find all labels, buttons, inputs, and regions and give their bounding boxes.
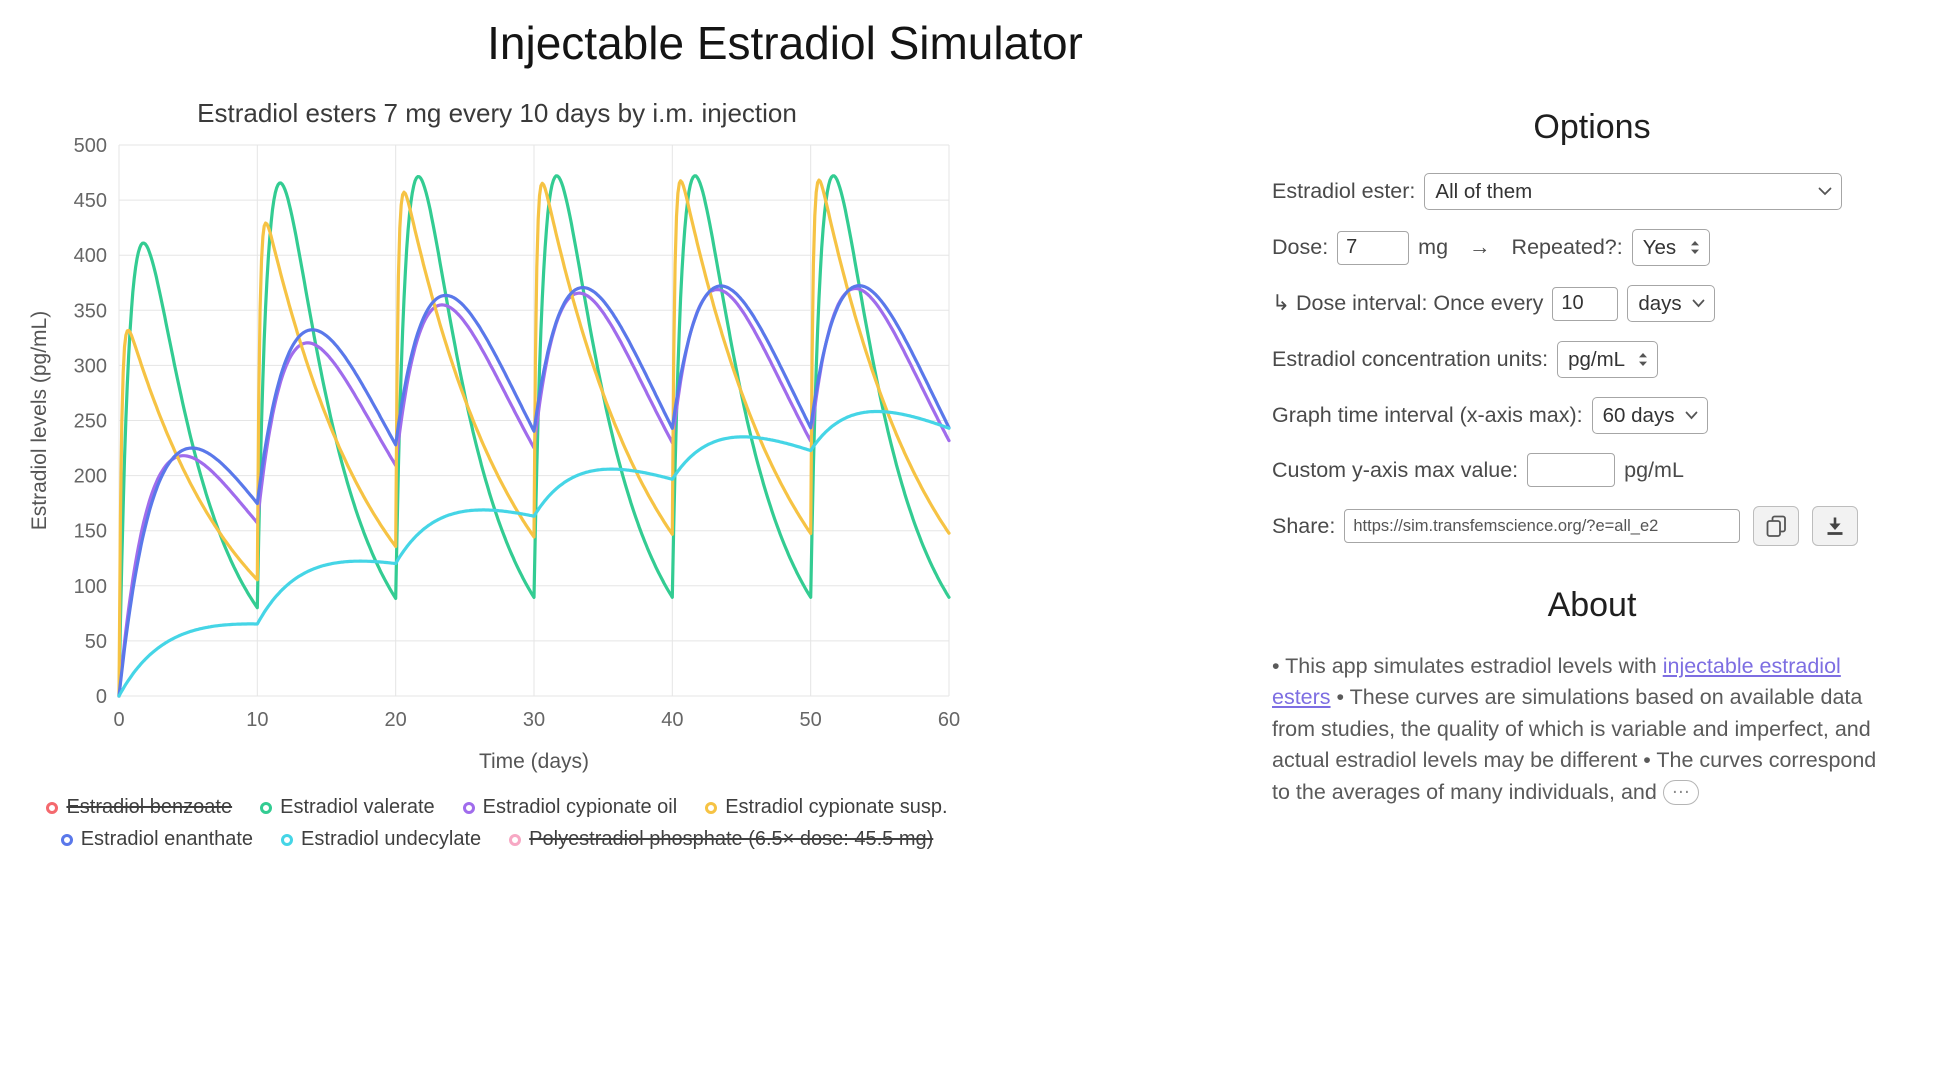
repeated-select[interactable]: Yes [1632, 230, 1709, 265]
curve-estradiol-undecylate [117, 409, 951, 698]
about-text: • This app simulates estradiol levels wi… [1272, 651, 1892, 808]
dose-interval-label: ↳ Dose interval: Once every [1272, 291, 1544, 315]
legend-row: Estradiol benzoate Estradiol valerate Estr… [22, 796, 972, 819]
chart-section: Estradiol esters 7 mg every 10 days by i… [22, 74, 1042, 860]
interval-unit-select-wrap: days [1627, 285, 1716, 322]
dose-row: Dose: mg → Repeated?: Yes [1272, 229, 1912, 266]
legend-label: Estradiol enanthate [80, 828, 254, 850]
y-tick-label: 350 [74, 300, 107, 322]
share-url-input[interactable] [1344, 509, 1741, 543]
y-tick-label: 400 [74, 245, 107, 267]
dose-interval-input[interactable] [1552, 286, 1619, 321]
y-tick-label: 450 [74, 190, 107, 212]
legend-marker-icon [509, 833, 522, 846]
units-select[interactable]: pg/mL [1558, 342, 1658, 377]
legend-label: Polyestradiol phosphate (6.5× dose: 45.5… [529, 828, 934, 850]
graph-interval-label: Graph time interval (x-axis max): [1272, 403, 1583, 427]
share-label: Share: [1272, 513, 1336, 538]
download-icon [1825, 516, 1845, 536]
x-axis-title: Time (days) [479, 750, 589, 773]
dose-unit-label: mg [1418, 235, 1449, 259]
graph-interval-select-wrap: 60 days [1591, 397, 1708, 434]
ester-label: Estradiol ester: [1272, 179, 1416, 203]
about-text-part2: • These curves are simulations based on … [1272, 685, 1877, 804]
x-tick-label: 40 [661, 709, 683, 731]
legend-label: Estradiol cypionate susp. [725, 796, 948, 818]
dose-label: Dose: [1272, 235, 1329, 259]
main-content: Estradiol esters 7 mg every 10 days by i… [0, 74, 1942, 860]
y-tick-label: 500 [74, 135, 107, 157]
x-tick-label: 50 [800, 709, 822, 731]
side-panel: Options Estradiol ester: All of them Dos… [1272, 74, 1912, 808]
legend-item-estradiol-valerate[interactable]: Estradiol valerate [260, 796, 435, 819]
units-label: Estradiol concentration units: [1272, 347, 1549, 371]
legend-item-estradiol-undecylate[interactable]: Estradiol undecylate [281, 828, 481, 851]
y-tick-label: 150 [74, 521, 107, 543]
x-tick-label: 20 [385, 709, 407, 731]
ymax-row: Custom y-axis max value: pg/mL [1272, 453, 1912, 487]
curve-estradiol-valerate [117, 174, 951, 698]
legend-label: Estradiol valerate [280, 796, 435, 818]
units-row: Estradiol concentration units: pg/mL [1272, 341, 1912, 378]
ester-select[interactable]: All of them [1425, 174, 1842, 209]
legend-label: Estradiol benzoate [66, 796, 233, 818]
ymax-unit-label: pg/mL [1624, 457, 1684, 482]
graph-interval-select[interactable]: 60 days [1592, 398, 1707, 433]
y-axis-title: Estradiol levels (pg/mL) [28, 311, 51, 530]
curve-estradiol-cypionate-susp [117, 178, 951, 698]
options-heading: Options [1533, 108, 1651, 146]
about-heading: About [1547, 586, 1637, 624]
units-select-wrap: pg/mL [1557, 341, 1659, 378]
injectable-esters-link[interactable]: injectable estradiol esters [1272, 654, 1841, 710]
y-tick-label: 100 [74, 576, 107, 598]
download-chart-button[interactable] [1812, 506, 1859, 546]
legend-item-estradiol-enanthate[interactable]: Estradiol enanthate [60, 828, 254, 851]
interval-unit-select[interactable]: days [1628, 286, 1715, 321]
legend-marker-icon [281, 833, 294, 846]
dose-input[interactable] [1337, 230, 1410, 265]
legend-marker-icon [46, 801, 59, 814]
estradiol-levels-chart: 0 10 20 30 40 50 60 0 50 100 150 200 250 300 350 400 450… [28, 135, 960, 773]
x-tick-label: 60 [938, 709, 960, 731]
page-title: Injectable Estradiol Simulator [487, 17, 1083, 69]
x-tick-label: 10 [246, 709, 268, 731]
ester-select-wrap: All of them [1424, 173, 1843, 210]
x-tick-label: 30 [523, 709, 545, 731]
y-tick-label: 300 [74, 355, 107, 377]
legend-item-estradiol-cypionate-susp[interactable]: Estradiol cypionate susp. [705, 796, 948, 819]
chart-legend: Estradiol benzoate Estradiol valerate Estr… [22, 796, 972, 851]
legend-row: Estradiol enanthate Estradiol undecylate P… [22, 828, 972, 851]
dose-interval-row: ↳ Dose interval: Once every days [1272, 285, 1912, 322]
x-tick-label: 0 [113, 709, 124, 731]
legend-label: Estradiol undecylate [301, 828, 482, 850]
repeated-label: Repeated?: [1511, 235, 1623, 259]
legend-item-estradiol-benzoate[interactable]: Estradiol benzoate [46, 796, 232, 819]
y-tick-label: 250 [74, 411, 107, 433]
share-row: Share: [1272, 506, 1912, 546]
legend-marker-icon [60, 833, 73, 846]
legend-marker-icon [260, 801, 273, 814]
graph-interval-row: Graph time interval (x-axis max): 60 day… [1272, 397, 1912, 434]
legend-item-polyestradiol-phosphate[interactable]: Polyestradiol phosphate (6.5× dose: 45.5… [509, 828, 933, 851]
curve-estradiol-enanthate [117, 284, 951, 698]
ymax-label: Custom y-axis max value: [1272, 457, 1519, 482]
y-tick-label: 200 [74, 466, 107, 488]
y-tick-label: 50 [85, 631, 107, 653]
about-text-part1: • This app simulates estradiol levels wi… [1272, 654, 1663, 678]
ymax-input[interactable] [1527, 453, 1616, 487]
arrow-right-icon: → [1469, 235, 1491, 259]
copy-icon [1766, 515, 1787, 538]
ester-row: Estradiol ester: All of them [1272, 173, 1912, 210]
legend-label: Estradiol cypionate oil [482, 796, 678, 818]
legend-marker-icon [462, 801, 475, 814]
legend-item-estradiol-cypionate-oil[interactable]: Estradiol cypionate oil [462, 796, 678, 819]
copy-share-link-button[interactable] [1753, 506, 1800, 546]
repeated-select-wrap: Yes [1631, 229, 1710, 266]
chart-title: Estradiol esters 7 mg every 10 days by i… [197, 98, 797, 128]
show-more-button[interactable]: … [1662, 778, 1699, 806]
legend-marker-icon [705, 801, 718, 814]
y-tick-label: 0 [96, 686, 107, 708]
